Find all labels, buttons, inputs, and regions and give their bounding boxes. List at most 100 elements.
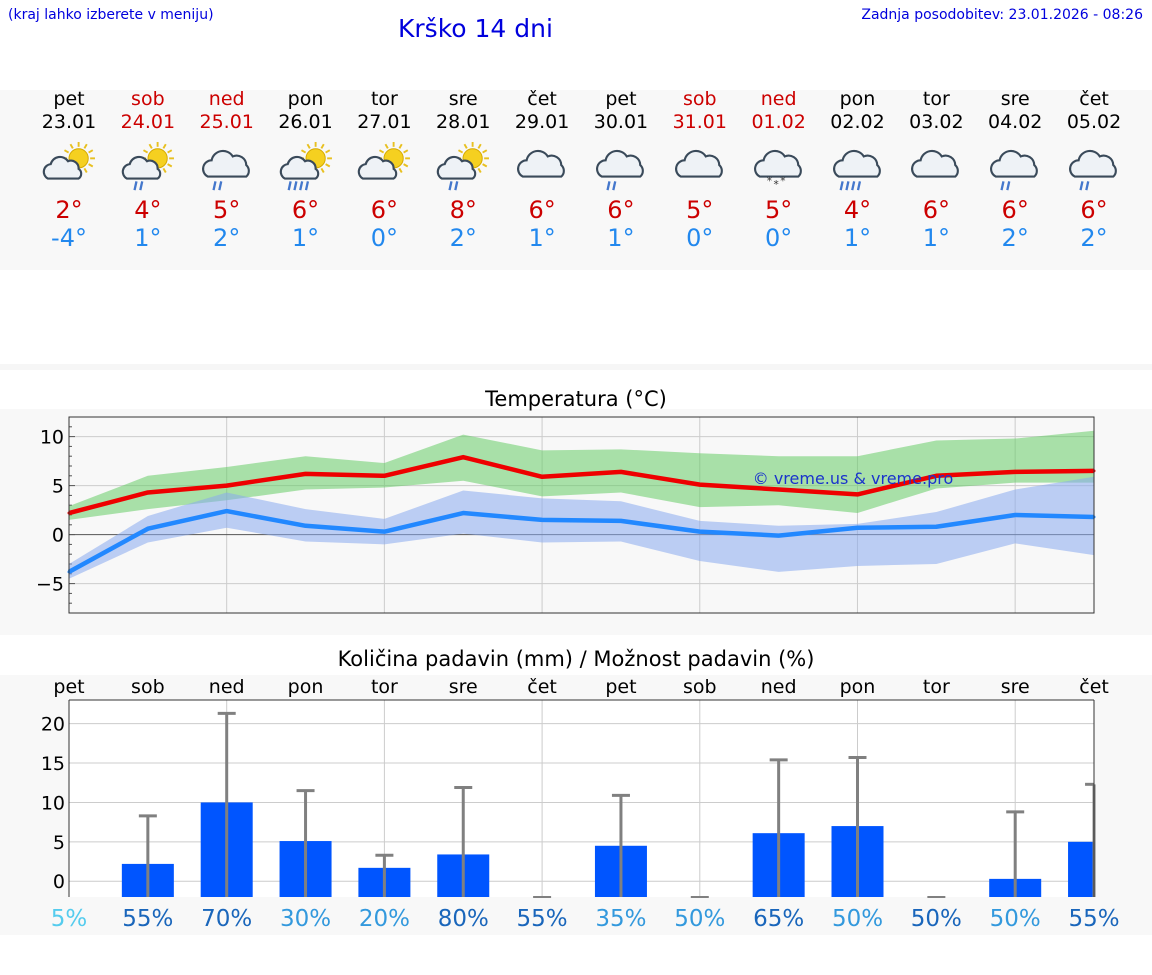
- cloud-icon: [279, 155, 319, 180]
- max-point: [698, 483, 702, 487]
- sun-ray: [458, 149, 464, 154]
- precip-probability: 50%: [832, 906, 883, 932]
- day-date: 05.02: [1066, 111, 1122, 133]
- rain-drop: [217, 181, 223, 191]
- cloud-icon: [42, 155, 83, 180]
- sun-ray: [398, 167, 404, 173]
- precip-bar: [1068, 841, 1094, 897]
- cloud-icon: [121, 155, 162, 180]
- day-name: pet: [605, 88, 637, 110]
- min-point: [1013, 513, 1017, 517]
- forecast-day[interactable]: pet 30.01 6° 1°: [582, 88, 660, 252]
- temp-max: 6°: [607, 196, 635, 224]
- rain-drop: [212, 181, 217, 191]
- sun-ray: [162, 167, 167, 173]
- cloud-shape: [911, 149, 960, 178]
- forecast-day[interactable]: tor 03.02 6° 1°: [897, 88, 975, 252]
- forecast-day[interactable]: sre 04.02 6° 2°: [976, 88, 1054, 252]
- rain-drop: [612, 181, 617, 191]
- y-tick-label: 20: [41, 714, 65, 736]
- cloud-shape: [595, 149, 644, 178]
- cloud-icon: [911, 149, 960, 178]
- precipitation-chart-title: Količina padavin (mm) / Možnost padavin …: [337, 647, 815, 671]
- day-date: 04.02: [987, 111, 1043, 133]
- rain-icon: [133, 181, 144, 191]
- forecast-day[interactable]: sob 24.01 4° 1°: [109, 88, 187, 252]
- x-category-label: čet: [1079, 676, 1109, 698]
- min-point: [934, 525, 938, 529]
- cloud-rain-icon: [595, 149, 644, 191]
- rain-drop: [1006, 181, 1011, 191]
- x-category-label: čet: [527, 676, 557, 698]
- forecast-day[interactable]: pon 02.02 4° 1°: [819, 88, 897, 252]
- day-date: 28.01: [436, 111, 491, 133]
- forecast-day[interactable]: ned 25.01 5° 2°: [188, 88, 266, 252]
- rain-icon: [287, 181, 309, 191]
- temp-max: 5°: [213, 196, 241, 224]
- precip-probability: 50%: [990, 906, 1041, 932]
- cloud-icon: [832, 149, 881, 178]
- page-title: Krško 14 dni: [398, 14, 553, 43]
- min-point: [619, 519, 623, 523]
- max-point: [146, 490, 150, 494]
- forecast-day[interactable]: čet 29.01 6° 1°: [503, 88, 581, 252]
- forecast-day[interactable]: sob 31.01 5° 0°: [661, 88, 739, 252]
- rain-icon: [1079, 181, 1090, 191]
- sun-ray: [385, 143, 390, 149]
- sun-ray: [148, 143, 153, 149]
- day-name: tor: [922, 88, 950, 110]
- precip-probability: 20%: [359, 906, 410, 932]
- precip-probability: 50%: [674, 906, 725, 932]
- temp-min: 1°: [922, 224, 950, 252]
- sun-ray: [477, 167, 482, 173]
- precip-probability: 55%: [1068, 906, 1119, 932]
- sun-ray: [324, 149, 330, 154]
- cloud-icon: [201, 149, 250, 178]
- temp-max: 5°: [686, 196, 714, 224]
- snowflake: *: [766, 175, 771, 187]
- day-name: pon: [839, 88, 876, 110]
- max-point: [855, 492, 859, 496]
- temp-min: 2°: [213, 224, 241, 252]
- rain-drop: [839, 181, 844, 191]
- min-point: [146, 527, 150, 531]
- forecast-day[interactable]: čet 05.02 6° 2°: [1055, 88, 1133, 252]
- cloud-icon: [437, 155, 477, 180]
- temp-min: 2°: [449, 224, 477, 252]
- x-category-label: tor: [923, 676, 950, 698]
- sun-ray: [477, 143, 482, 149]
- max-point: [225, 484, 229, 488]
- rain-drop: [1085, 181, 1090, 191]
- forecast-day[interactable]: tor 27.01 6° 0°: [345, 88, 423, 252]
- sun-ray: [83, 167, 88, 173]
- temp-min: 1°: [134, 224, 162, 252]
- forecast-day[interactable]: ned 01.02 * * * 5° 0°: [740, 88, 818, 252]
- cloud-shape: [201, 149, 250, 178]
- x-category-label: ned: [761, 676, 797, 698]
- section-divider: [0, 364, 1152, 370]
- cloud-shape: [674, 149, 723, 178]
- plot-frame: [68, 416, 1095, 614]
- forecast-day[interactable]: sre 28.01 8° 2°: [424, 88, 502, 252]
- day-name: sre: [448, 88, 478, 110]
- temp-max: 8°: [449, 196, 477, 224]
- min-point: [540, 518, 544, 522]
- min-line: [67, 508, 1095, 574]
- precip-probability: 55%: [122, 906, 173, 932]
- location-hint[interactable]: (kraj lahko izberete v meniju): [8, 7, 214, 23]
- y-tick-label: 5: [53, 832, 65, 854]
- rain-drop: [844, 181, 850, 191]
- day-name: ned: [208, 88, 245, 110]
- temp-max: 4°: [843, 196, 872, 224]
- rain-icon: [448, 181, 459, 191]
- day-date: 03.02: [909, 111, 964, 133]
- day-date: 26.01: [278, 111, 333, 133]
- min-point: [698, 530, 702, 534]
- cloud-icon: [674, 149, 723, 178]
- forecast-day[interactable]: pet 23.01 2° -4°: [30, 88, 108, 252]
- sun-ray: [379, 149, 385, 154]
- snow-icon: * * *: [766, 175, 785, 191]
- max-point: [777, 488, 781, 492]
- forecast-day[interactable]: pon 26.01 6° 1°: [267, 88, 345, 252]
- rain-drop: [448, 181, 453, 191]
